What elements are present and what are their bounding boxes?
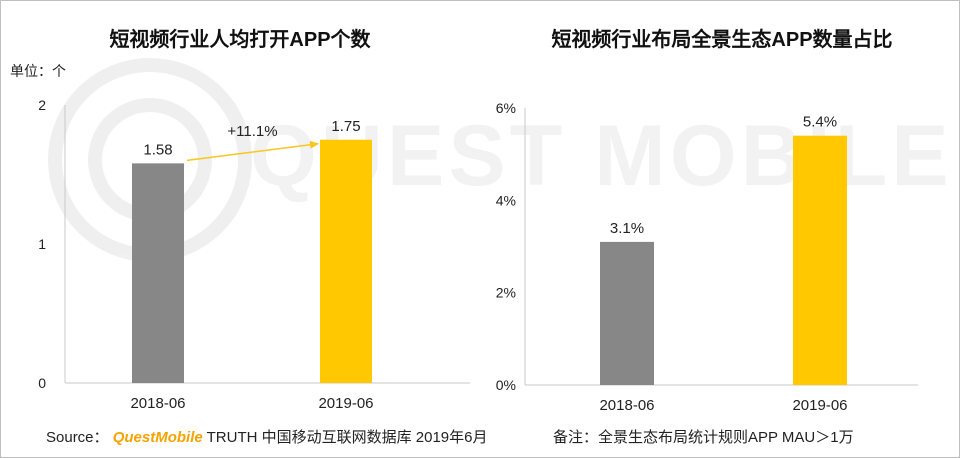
growth-arrow	[186, 140, 319, 162]
data-label: 1.58	[143, 141, 172, 158]
x-category-label: 2019-06	[792, 397, 847, 414]
y-tick-label: 0	[38, 375, 46, 391]
growth-annotation: +11.1%	[227, 123, 277, 140]
unit-label: 单位：个	[10, 63, 66, 79]
brand-name: QuestMobile	[112, 429, 203, 446]
chart-ecosystem-share: 短视频行业布局全景生态APP数量占比 0% 2% 4% 6% 2018-06 2019-…	[496, 27, 918, 414]
y-tick-label: 0%	[496, 377, 516, 393]
y-tick-label: 4%	[496, 192, 516, 208]
x-category-label: 2018-06	[130, 395, 185, 412]
note-footer: 备注：全景生态布局统计规则APP MAU＞1万	[553, 429, 854, 446]
chart-title: 短视频行业布局全景生态APP数量占比	[551, 27, 892, 51]
data-label: 1.75	[331, 118, 360, 135]
chart-open-apps: 短视频行业人均打开APP个数 单位：个 0 1 2 2018-06 2019-06 1…	[10, 27, 470, 412]
source-footer: Source： QuestMobile TRUTH 中国移动互联网数据库 201…	[46, 426, 488, 447]
y-tick-label: 6%	[496, 100, 516, 116]
data-label: 3.1%	[610, 220, 644, 237]
bar-2018-06	[132, 163, 184, 383]
source-detail: TRUTH 中国移动互联网数据库 2019年6月	[206, 429, 488, 446]
source-label: Source：	[46, 429, 109, 446]
y-tick-label: 2	[38, 97, 46, 113]
chart-title: 短视频行业人均打开APP个数	[109, 27, 371, 51]
bar-2019-06	[793, 135, 847, 385]
data-label: 5.4%	[803, 114, 837, 131]
y-tick-label: 2%	[496, 285, 516, 301]
bar-2018-06	[600, 241, 654, 385]
bar-2019-06	[320, 139, 372, 383]
y-tick-label: 1	[38, 236, 46, 252]
x-category-label: 2018-06	[599, 397, 654, 414]
x-category-label: 2019-06	[318, 395, 373, 412]
